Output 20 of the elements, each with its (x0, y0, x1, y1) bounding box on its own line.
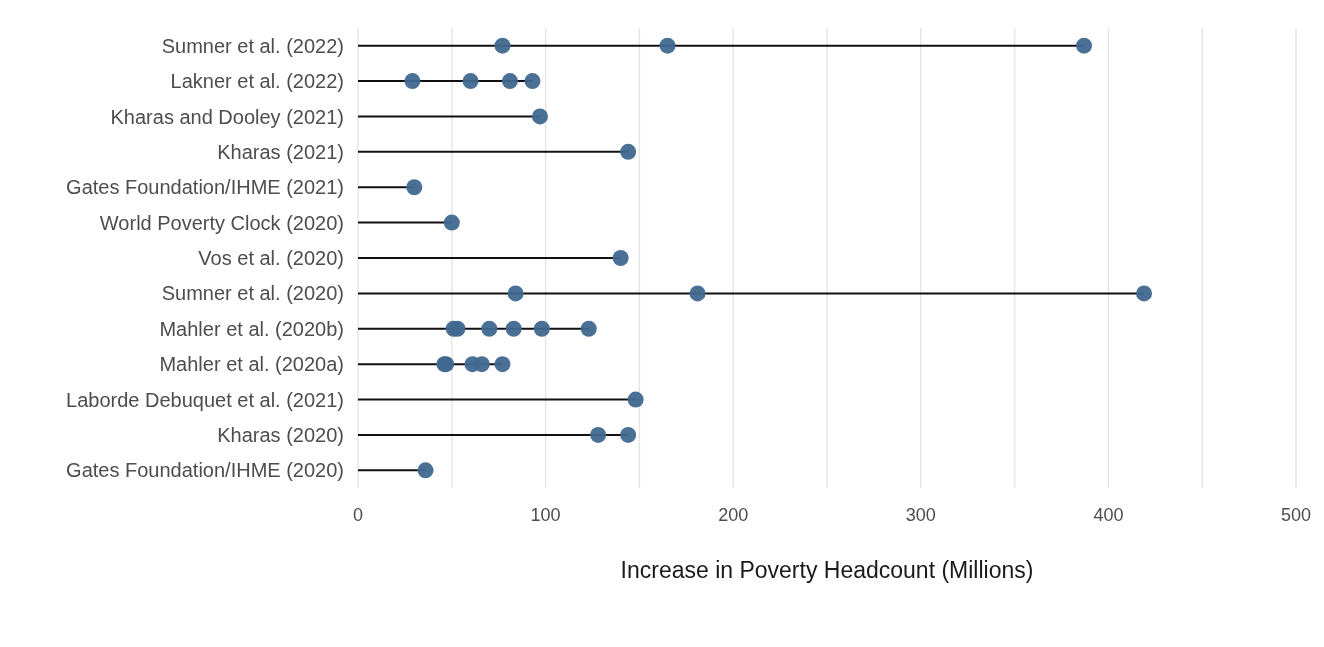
x-tick-label: 200 (718, 504, 749, 525)
y-tick-label: Kharas (2021) (217, 140, 344, 163)
x-axis-title: Increase in Poverty Headcount (Millions) (620, 557, 1034, 583)
y-tick-label: Gates Foundation/IHME (2021) (66, 176, 344, 199)
y-tick-label: Mahler et al. (2020b) (159, 317, 344, 340)
x-tick-label: 100 (530, 504, 561, 525)
y-tick-label: Laborde Debuquet et al. (2021) (66, 388, 344, 411)
y-tick-label: Vos et al. (2020) (198, 247, 344, 270)
y-tick-label: Mahler et al. (2020a) (159, 353, 344, 376)
x-tick-label: 400 (1093, 504, 1124, 525)
y-tick-label: Gates Foundation/IHME (2020) (66, 459, 344, 482)
x-tick-label: 500 (1280, 504, 1312, 525)
y-tick-label: Sumner et al. (2022) (161, 34, 344, 57)
y-tick-label: World Poverty Clock (2020) (99, 211, 344, 234)
y-tick-label: Kharas (2020) (217, 424, 344, 447)
x-tick-label: 0 (352, 504, 364, 525)
x-tick-label: 300 (905, 504, 936, 525)
y-tick-label: Sumner et al. (2020) (161, 282, 344, 305)
y-tick-label: Lakner et al. (2022) (170, 70, 344, 93)
y-tick-label: Kharas and Dooley (2021) (110, 105, 344, 128)
